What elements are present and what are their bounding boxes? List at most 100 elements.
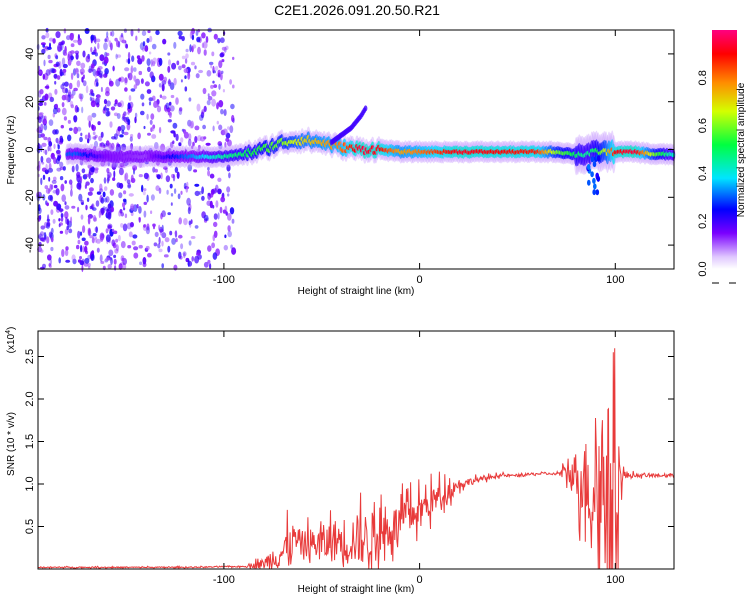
noise-blob xyxy=(52,107,58,115)
noise-blob xyxy=(179,255,183,260)
noise-blob xyxy=(232,56,235,61)
noise-blob xyxy=(99,54,105,62)
noise-blob xyxy=(173,264,178,271)
noise-blob xyxy=(139,261,143,266)
noise-blob xyxy=(180,137,184,143)
noise-blob xyxy=(201,109,205,115)
noise-blob xyxy=(142,257,147,265)
noise-blob xyxy=(167,212,171,216)
noise-blob xyxy=(109,121,113,128)
noise-blob xyxy=(56,167,62,172)
noise-blob xyxy=(103,177,107,184)
noise-blob xyxy=(103,197,108,203)
noise-blob xyxy=(217,177,222,182)
noise-blob xyxy=(38,235,42,239)
noise-blob xyxy=(180,243,184,250)
noise-blob xyxy=(232,84,235,89)
noise-blob xyxy=(79,231,83,236)
noise-blob xyxy=(96,38,101,43)
noise-blob xyxy=(229,125,234,134)
noise-blob xyxy=(192,44,197,49)
x-tick-label: 0 xyxy=(417,274,423,286)
noise-blob xyxy=(59,68,63,77)
noise-blob xyxy=(80,132,83,137)
noise-blob xyxy=(90,177,94,184)
noise-blob xyxy=(187,138,192,147)
noise-blob xyxy=(127,182,131,188)
noise-blob xyxy=(120,124,126,131)
x-tick-label: 100 xyxy=(606,574,624,586)
noise-blob xyxy=(146,223,150,231)
noise-blob xyxy=(105,110,110,117)
noise-blob xyxy=(43,149,46,154)
noise-blob xyxy=(147,66,151,73)
noise-blob xyxy=(90,63,95,69)
noise-blob xyxy=(129,221,134,228)
noise-blob xyxy=(229,207,235,215)
noise-blob xyxy=(218,60,223,69)
noise-blob xyxy=(107,264,112,269)
noise-blob xyxy=(199,114,204,121)
noise-blob xyxy=(187,71,191,80)
noise-blob xyxy=(212,70,217,74)
noise-blob xyxy=(190,28,194,36)
noise-blob xyxy=(207,96,213,101)
noise-blob xyxy=(80,62,86,69)
branch-blob xyxy=(363,105,368,112)
noise-blob xyxy=(115,78,121,87)
noise-blob xyxy=(103,42,108,51)
noise-blob xyxy=(86,197,90,202)
noise-blob xyxy=(221,46,227,51)
x-tick-label: 0 xyxy=(417,574,423,586)
noise-blob xyxy=(85,204,88,211)
noise-blob xyxy=(42,73,45,80)
noise-blob xyxy=(202,41,208,49)
noise-blob xyxy=(159,226,163,233)
noise-blob xyxy=(46,157,52,164)
noise-blob xyxy=(149,71,154,79)
noise-blob xyxy=(100,261,105,264)
noise-blob xyxy=(40,249,44,253)
noise-blob xyxy=(220,37,225,44)
noise-blob xyxy=(105,234,111,243)
noise-blob xyxy=(130,174,134,183)
noise-blob xyxy=(108,80,114,87)
noise-blob xyxy=(121,39,127,44)
noise-blob xyxy=(92,131,96,136)
noise-blob xyxy=(159,94,163,98)
noise-blob xyxy=(105,206,108,212)
dip-blob xyxy=(586,164,591,170)
noise-blob xyxy=(105,107,110,112)
noise-blob xyxy=(138,174,143,178)
noise-blob xyxy=(127,73,130,79)
noise-blob xyxy=(38,116,42,124)
noise-blob xyxy=(124,77,128,84)
noise-blob xyxy=(137,58,143,65)
noise-blob xyxy=(205,36,209,43)
noise-blob xyxy=(141,102,145,107)
noise-blob xyxy=(66,218,69,226)
noise-blob xyxy=(128,193,134,197)
noise-blob xyxy=(49,96,55,103)
noise-blob xyxy=(130,65,134,74)
noise-blob xyxy=(118,210,122,217)
noise-blob xyxy=(116,182,121,189)
noise-blob xyxy=(68,127,73,131)
y-tick-label: 2.0 xyxy=(24,391,36,406)
noise-blob xyxy=(218,124,223,131)
noise-blob xyxy=(108,249,114,257)
noise-blob xyxy=(130,203,135,211)
noise-blob xyxy=(81,237,86,242)
noise-blob xyxy=(153,100,158,108)
noise-blob xyxy=(211,242,216,249)
noise-blob xyxy=(203,214,209,222)
noise-blob xyxy=(184,58,188,64)
x-tick-label: -100 xyxy=(213,274,235,286)
dip-blob xyxy=(593,183,597,190)
noise-blob xyxy=(161,232,167,239)
noise-blob xyxy=(80,96,83,102)
noise-blob xyxy=(118,263,123,270)
noise-blob xyxy=(113,133,118,140)
noise-blob xyxy=(81,76,84,83)
noise-blob xyxy=(78,193,83,202)
